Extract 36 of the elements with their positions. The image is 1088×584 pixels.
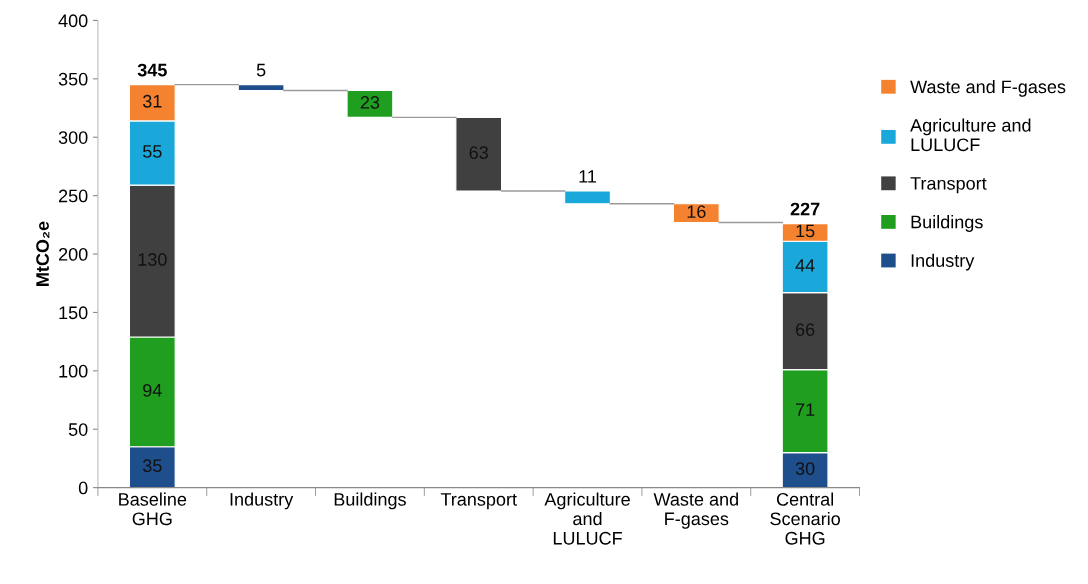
x-tick-label: Agriculture and LULUCF: [544, 492, 630, 545]
x-tick-label: Industry: [230, 492, 294, 510]
x-tick-label: Baseline GHG: [119, 492, 187, 526]
y-tick-label: 100: [59, 364, 88, 378]
legend-label: Transport: [910, 177, 987, 194]
y-axis-title: MtCO₂e: [36, 221, 50, 286]
data-label: 16: [687, 205, 706, 219]
data-label: 30: [795, 462, 815, 475]
data-label: 55: [143, 145, 162, 158]
data-label: 94: [143, 383, 162, 397]
data-label: 15: [796, 224, 815, 238]
x-tick-label: Buildings: [334, 492, 406, 510]
total-label: 345: [137, 63, 167, 77]
data-label: 71: [796, 403, 815, 416]
y-tick-label: 300: [58, 131, 88, 144]
total-label: 227: [790, 202, 820, 216]
data-label: 31: [142, 94, 162, 108]
data-label: 23: [360, 96, 380, 109]
y-tick-label: 250: [58, 189, 88, 203]
x-tick-label: Transport: [440, 493, 517, 510]
data-label: 44: [795, 259, 815, 272]
x-tick-label: Central Scenario GHG: [770, 492, 840, 545]
y-tick-label: 50: [68, 423, 88, 436]
legend-label: Buildings: [911, 215, 983, 232]
legend-label: Industry: [911, 253, 975, 271]
y-tick-label: 350: [58, 72, 88, 86]
data-label: 5: [256, 63, 266, 77]
y-tick-label: 400: [58, 14, 88, 28]
legend-label: Agriculture and LULUCF: [910, 118, 1031, 152]
y-tick-label: 150: [59, 306, 88, 320]
legend-label: Waste and F-gases: [910, 79, 1066, 97]
data-label: 35: [142, 459, 162, 473]
y-tick-label: 0: [78, 481, 88, 495]
data-label: 11: [579, 170, 597, 183]
x-tick-label: Waste and F-gases: [653, 492, 738, 529]
y-tick-label: 200: [58, 247, 88, 261]
